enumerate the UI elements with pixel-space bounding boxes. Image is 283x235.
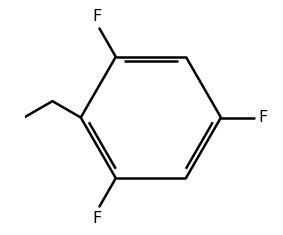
Text: F: F — [259, 110, 268, 125]
Text: F: F — [92, 9, 102, 24]
Text: F: F — [92, 211, 102, 226]
